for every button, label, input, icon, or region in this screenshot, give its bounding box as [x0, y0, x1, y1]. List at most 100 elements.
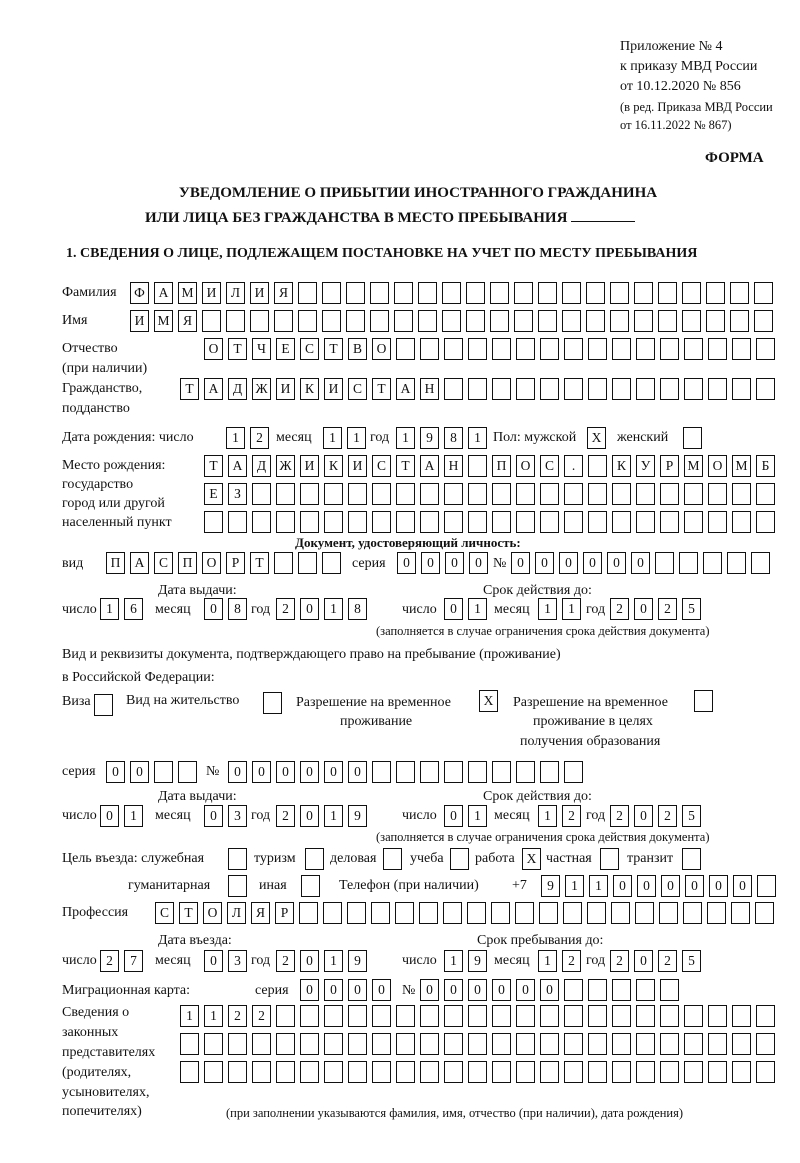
- char-box[interactable]: [634, 310, 653, 332]
- char-box[interactable]: 1: [468, 427, 487, 449]
- char-box[interactable]: А: [130, 552, 149, 574]
- char-box[interactable]: Т: [324, 338, 343, 360]
- char-box[interactable]: [636, 979, 655, 1001]
- char-box[interactable]: [540, 511, 559, 533]
- char-box[interactable]: [540, 1005, 559, 1027]
- char-box[interactable]: [635, 902, 654, 924]
- char-box[interactable]: Т: [179, 902, 198, 924]
- char-box[interactable]: [514, 310, 533, 332]
- char-box[interactable]: 1: [323, 427, 342, 449]
- char-box[interactable]: 0: [634, 598, 653, 620]
- char-box[interactable]: [263, 692, 282, 714]
- char-box[interactable]: [540, 761, 559, 783]
- char-box[interactable]: 0: [511, 552, 530, 574]
- char-box[interactable]: [276, 511, 295, 533]
- char-box[interactable]: С: [372, 455, 391, 477]
- char-box[interactable]: [636, 483, 655, 505]
- char-box[interactable]: [562, 310, 581, 332]
- char-box[interactable]: 9: [541, 875, 560, 897]
- char-box[interactable]: [466, 282, 485, 304]
- char-box[interactable]: [660, 979, 679, 1001]
- char-box[interactable]: 2: [228, 1005, 247, 1027]
- char-box[interactable]: [636, 1061, 655, 1083]
- char-box[interactable]: [516, 338, 535, 360]
- char-box[interactable]: 1: [565, 875, 584, 897]
- char-box[interactable]: [660, 1005, 679, 1027]
- purpose-business-checkbox[interactable]: [383, 848, 402, 870]
- char-box[interactable]: [300, 1061, 319, 1083]
- char-box[interactable]: Т: [372, 378, 391, 400]
- char-box[interactable]: [228, 875, 247, 897]
- char-box[interactable]: [588, 1061, 607, 1083]
- char-box[interactable]: М: [732, 455, 751, 477]
- char-box[interactable]: К: [612, 455, 631, 477]
- char-box[interactable]: [660, 338, 679, 360]
- char-box[interactable]: [180, 1061, 199, 1083]
- char-box[interactable]: [587, 902, 606, 924]
- char-box[interactable]: 1: [538, 950, 557, 972]
- char-box[interactable]: С: [300, 338, 319, 360]
- char-box[interactable]: [612, 378, 631, 400]
- char-box[interactable]: 0: [372, 979, 391, 1001]
- birthplace-boxes-3[interactable]: [204, 511, 775, 533]
- char-box[interactable]: 1: [324, 805, 343, 827]
- char-box[interactable]: 0: [324, 761, 343, 783]
- char-box[interactable]: [540, 338, 559, 360]
- char-box[interactable]: [684, 1061, 703, 1083]
- char-box[interactable]: [94, 694, 113, 716]
- reps-boxes-2[interactable]: [180, 1033, 775, 1055]
- char-box[interactable]: [298, 552, 317, 574]
- char-box[interactable]: [396, 1005, 415, 1027]
- char-box[interactable]: 9: [420, 427, 439, 449]
- char-box[interactable]: [751, 552, 770, 574]
- char-box[interactable]: 1: [538, 805, 557, 827]
- char-box[interactable]: [683, 902, 702, 924]
- char-box[interactable]: [492, 511, 511, 533]
- char-box[interactable]: [450, 848, 469, 870]
- char-box[interactable]: [298, 310, 317, 332]
- char-box[interactable]: 0: [469, 552, 488, 574]
- char-box[interactable]: [757, 875, 776, 897]
- char-box[interactable]: 0: [540, 979, 559, 1001]
- char-box[interactable]: [419, 902, 438, 924]
- char-box[interactable]: [444, 378, 463, 400]
- char-box[interactable]: Ж: [276, 455, 295, 477]
- char-box[interactable]: [756, 511, 775, 533]
- char-box[interactable]: П: [178, 552, 197, 574]
- char-box[interactable]: [682, 848, 701, 870]
- char-box[interactable]: [346, 310, 365, 332]
- char-box[interactable]: А: [228, 455, 247, 477]
- char-box[interactable]: [396, 338, 415, 360]
- char-box[interactable]: 1: [396, 427, 415, 449]
- char-box[interactable]: [683, 427, 702, 449]
- char-box[interactable]: [636, 511, 655, 533]
- char-box[interactable]: [276, 1005, 295, 1027]
- char-box[interactable]: [731, 902, 750, 924]
- char-box[interactable]: 0: [397, 552, 416, 574]
- char-box[interactable]: [684, 378, 703, 400]
- char-box[interactable]: [732, 1005, 751, 1027]
- char-box[interactable]: 0: [252, 761, 271, 783]
- char-box[interactable]: [706, 310, 725, 332]
- char-box[interactable]: 0: [420, 979, 439, 1001]
- char-box[interactable]: П: [106, 552, 125, 574]
- char-box[interactable]: [394, 282, 413, 304]
- char-box[interactable]: [491, 902, 510, 924]
- char-box[interactable]: [490, 310, 509, 332]
- char-box[interactable]: [588, 511, 607, 533]
- char-box[interactable]: [444, 761, 463, 783]
- char-box[interactable]: К: [300, 378, 319, 400]
- char-box[interactable]: 0: [583, 552, 602, 574]
- char-box[interactable]: [684, 1005, 703, 1027]
- char-box[interactable]: [612, 1061, 631, 1083]
- char-box[interactable]: [492, 1033, 511, 1055]
- char-box[interactable]: [708, 378, 727, 400]
